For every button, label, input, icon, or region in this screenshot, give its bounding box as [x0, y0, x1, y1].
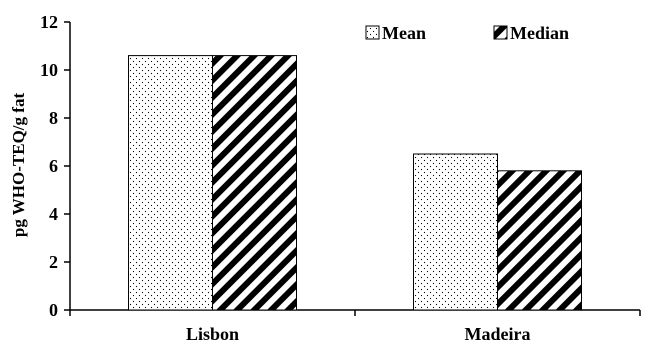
x-category-label: Lisbon — [186, 324, 239, 344]
bar-mean-madeira — [413, 153, 498, 311]
y-tick-label: 2 — [49, 252, 58, 272]
bar-median-madeira — [497, 170, 582, 311]
y-axis-title: pg WHO-TEQ/g fat — [9, 93, 28, 238]
bar-mean-lisbon — [128, 55, 213, 311]
bar-median-lisbon — [212, 55, 297, 311]
x-category-label: Madeira — [465, 324, 531, 344]
legend: Mean Median — [365, 23, 569, 43]
y-tick-label: 4 — [49, 204, 58, 224]
y-tick-label: 6 — [49, 156, 58, 176]
legend-swatch-mean — [365, 25, 380, 40]
legend-swatch-median — [493, 25, 508, 40]
y-tick-label: 8 — [49, 108, 58, 128]
y-tick-label: 12 — [40, 12, 58, 32]
legend-label-mean: Mean — [382, 23, 426, 43]
bars — [128, 55, 582, 311]
y-tick-label: 10 — [40, 60, 58, 80]
y-tick-label: 0 — [49, 300, 58, 320]
labels: 0 2 4 6 8 10 12 Lisbon Madeira — [40, 12, 530, 344]
legend-label-median: Median — [510, 23, 569, 43]
